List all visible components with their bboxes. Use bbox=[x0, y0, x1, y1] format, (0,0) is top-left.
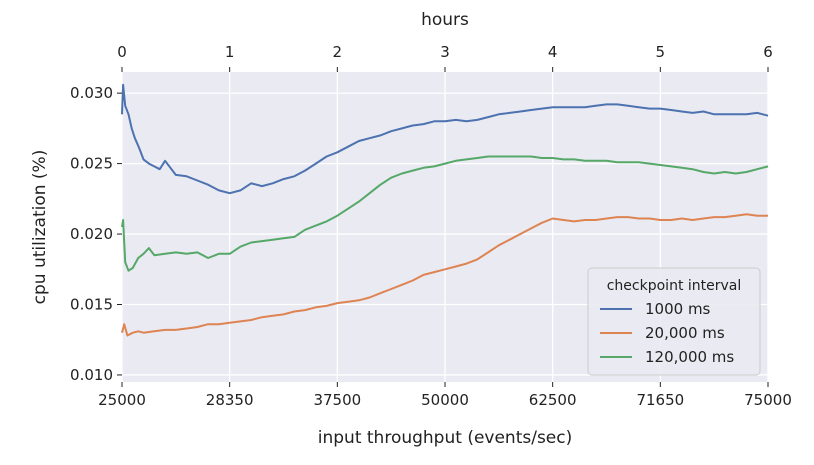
x2-tick-label: 1 bbox=[225, 43, 235, 61]
x-tick-label: 25000 bbox=[98, 391, 146, 409]
x2-tick-label: 4 bbox=[548, 43, 558, 61]
x-tick-label: 71650 bbox=[636, 391, 684, 409]
x2-tick-label: 5 bbox=[656, 43, 666, 61]
legend-label: 1000 ms bbox=[645, 300, 711, 318]
y-tick-label: 0.030 bbox=[70, 84, 113, 102]
x2-tick-label: 0 bbox=[117, 43, 127, 61]
series-lines bbox=[121, 83, 769, 337]
series-line-1 bbox=[121, 83, 769, 195]
y-axis-title: cpu utilization (%) bbox=[30, 150, 50, 305]
legend-label: 20,000 ms bbox=[645, 324, 725, 342]
y-tick-label: 0.015 bbox=[70, 296, 113, 314]
y-tick-label: 0.025 bbox=[70, 155, 113, 173]
x-tick-label: 37500 bbox=[313, 391, 361, 409]
x-tick-label: 62500 bbox=[529, 391, 577, 409]
y-tick-label: 0.020 bbox=[70, 225, 113, 243]
x-axis-title: input throughput (events/sec) bbox=[318, 428, 573, 448]
y-tick-label: 0.010 bbox=[70, 366, 113, 384]
x-tick-label: 50000 bbox=[421, 391, 469, 409]
x2-tick-label: 6 bbox=[763, 43, 773, 61]
x2-axis-title: hours bbox=[421, 10, 469, 30]
x-tick-label: 75000 bbox=[744, 391, 792, 409]
legend-box bbox=[587, 267, 761, 376]
axis-ticks: 25000 28350 37500 50000 62500 71650 75000 0 1 2 3 4… bbox=[70, 43, 792, 409]
x2-tick-label: 3 bbox=[440, 43, 450, 61]
x2-tick-label: 2 bbox=[333, 43, 343, 61]
legend: checkpoint interval 1000 ms 20,000 ms 120,… bbox=[587, 267, 761, 376]
legend-label: 120,000 ms bbox=[645, 348, 734, 366]
legend-title: checkpoint interval bbox=[607, 278, 742, 294]
x-tick-label: 28350 bbox=[206, 391, 254, 409]
series-line-2 bbox=[121, 213, 768, 337]
series-line-3 bbox=[121, 155, 769, 272]
